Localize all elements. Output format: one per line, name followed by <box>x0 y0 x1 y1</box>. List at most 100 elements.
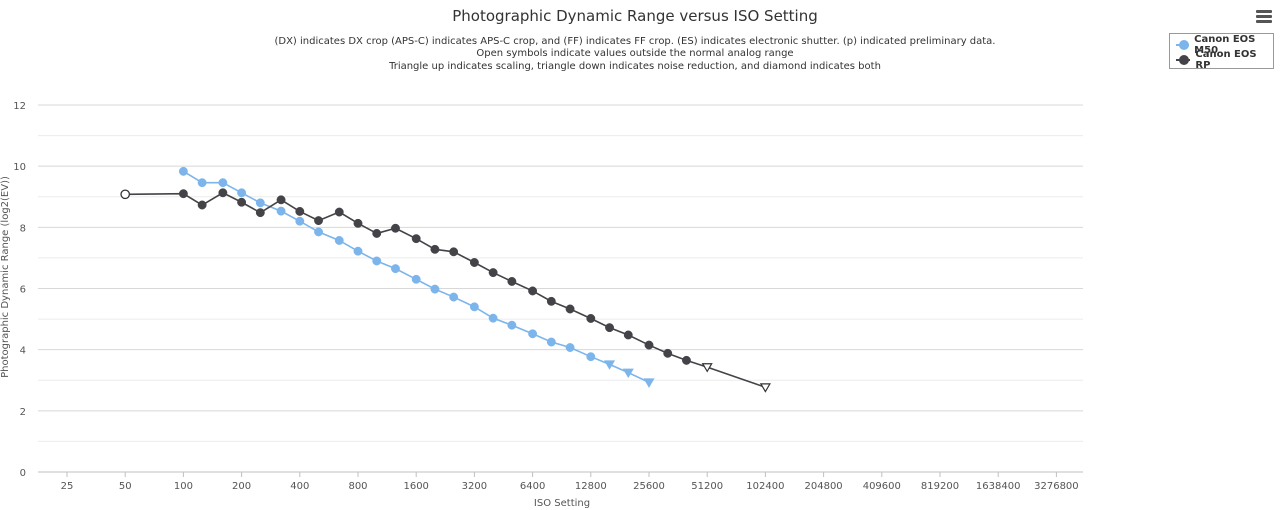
chart-subtitle-line-2: Open symbols indicate values outside the… <box>476 48 793 59</box>
y-tick-label: 4 <box>20 346 26 357</box>
y-tick-label: 12 <box>13 101 26 112</box>
data-point[interactable] <box>255 198 265 208</box>
chart-title: Photographic Dynamic Range versus ISO Se… <box>452 7 818 25</box>
data-point[interactable] <box>372 256 382 266</box>
data-point[interactable] <box>334 207 344 217</box>
data-point[interactable] <box>197 178 207 188</box>
data-point[interactable] <box>663 348 673 358</box>
data-point[interactable] <box>255 208 265 218</box>
chart-subtitle-line-1: (DX) indicates DX crop (APS-C) indicates… <box>274 36 995 47</box>
x-tick-label: 819200 <box>921 481 959 492</box>
data-point[interactable] <box>546 296 556 306</box>
data-point-triangle[interactable] <box>701 363 713 373</box>
data-point[interactable] <box>178 166 188 176</box>
x-tick-label: 204800 <box>805 481 843 492</box>
x-tick-label: 200 <box>232 481 251 492</box>
data-point[interactable] <box>586 352 596 362</box>
axes: 0 2 4 6 8 10 12 25 50 100 200 400 800 1600 3200 6400 128… <box>13 101 1083 492</box>
data-point[interactable] <box>237 188 247 198</box>
x-axis-title: ISO Setting <box>534 498 590 509</box>
data-point[interactable] <box>528 286 538 296</box>
legend-label: Canon EOS RP <box>1195 48 1257 71</box>
data-point[interactable] <box>546 337 556 347</box>
chart-legend: Canon EOS M50 Canon EOS RP <box>1169 33 1274 71</box>
data-point[interactable] <box>488 268 498 278</box>
data-point[interactable] <box>353 218 363 228</box>
data-point[interactable] <box>237 197 247 207</box>
x-tick-label: 1638400 <box>976 481 1021 492</box>
data-point[interactable] <box>353 246 363 256</box>
hamburger-menu-button[interactable] <box>1256 10 1272 24</box>
data-point-triangle[interactable] <box>643 378 655 388</box>
data-point[interactable] <box>623 330 633 340</box>
data-point[interactable] <box>314 216 323 226</box>
data-point[interactable] <box>507 277 517 286</box>
menu-bar <box>1256 10 1272 13</box>
x-tick-label: 25 <box>61 481 74 492</box>
data-point[interactable] <box>469 258 479 267</box>
data-point[interactable] <box>314 227 323 237</box>
y-tick-label: 6 <box>20 285 26 296</box>
data-point[interactable] <box>469 302 479 312</box>
legend-item-canon-eos-m50[interactable]: Canon EOS M50 <box>1176 34 1267 56</box>
y-axis-title: Photographic Dynamic Range (log2(EV)) <box>0 176 11 378</box>
data-point[interactable] <box>488 313 498 323</box>
data-point[interactable] <box>430 244 440 254</box>
data-point[interactable] <box>276 195 286 205</box>
y-tick-label: 0 <box>20 468 26 479</box>
data-point[interactable] <box>178 189 188 199</box>
series-line-1 <box>125 191 766 389</box>
legend-item-canon-eos-rp[interactable]: Canon EOS RP <box>1176 49 1267 71</box>
y-tick-label: 8 <box>20 223 26 234</box>
data-point[interactable] <box>391 264 400 274</box>
data-point[interactable] <box>411 274 421 284</box>
x-tick-label: 100 <box>174 481 193 492</box>
data-point[interactable] <box>218 188 228 198</box>
menu-bar <box>1256 20 1272 23</box>
data-point[interactable] <box>411 234 421 244</box>
data-point[interactable] <box>120 189 131 200</box>
menu-bar <box>1256 15 1272 18</box>
data-point[interactable] <box>586 314 596 323</box>
data-point[interactable] <box>565 304 575 314</box>
data-point[interactable] <box>372 229 382 238</box>
data-point[interactable] <box>449 292 459 302</box>
data-point[interactable] <box>682 355 691 365</box>
data-point[interactable] <box>334 236 344 245</box>
x-tick-label: 12800 <box>575 481 607 492</box>
data-point[interactable] <box>218 178 228 188</box>
data-point[interactable] <box>197 200 207 210</box>
data-point[interactable] <box>276 206 286 216</box>
data-point[interactable] <box>430 284 440 294</box>
series-layer <box>120 166 771 393</box>
data-point-triangle[interactable] <box>603 360 616 370</box>
y-tick-label: 10 <box>13 162 26 173</box>
x-tick-label: 409600 <box>863 481 901 492</box>
data-point[interactable] <box>565 343 575 352</box>
x-tick-label: 400 <box>290 481 309 492</box>
legend-marker-icon <box>1176 39 1190 50</box>
x-tick-label: 25600 <box>633 481 665 492</box>
x-tick-label: 6400 <box>520 481 545 492</box>
data-point[interactable] <box>449 247 459 257</box>
data-point[interactable] <box>528 329 538 339</box>
legend-label: Canon EOS M50 <box>1194 33 1256 56</box>
data-point[interactable] <box>507 320 517 330</box>
x-tick-label: 51200 <box>691 481 723 492</box>
data-point[interactable] <box>295 206 305 216</box>
x-tick-label: 102400 <box>746 481 784 492</box>
legend-marker-icon <box>1176 54 1191 65</box>
x-tick-label: 800 <box>348 481 367 492</box>
chart-subtitle-line-3: Triangle up indicates scaling, triangle … <box>388 61 881 72</box>
data-point-triangle[interactable] <box>759 383 771 393</box>
data-point-triangle[interactable] <box>622 368 634 379</box>
data-point[interactable] <box>644 340 654 350</box>
x-tick-label: 3200 <box>462 481 487 492</box>
data-point[interactable] <box>391 223 400 233</box>
x-tick-label: 3276800 <box>1034 481 1079 492</box>
grid-lines <box>38 104 1083 442</box>
y-tick-label: 2 <box>20 407 26 418</box>
data-point[interactable] <box>605 323 614 333</box>
data-point[interactable] <box>295 216 305 226</box>
